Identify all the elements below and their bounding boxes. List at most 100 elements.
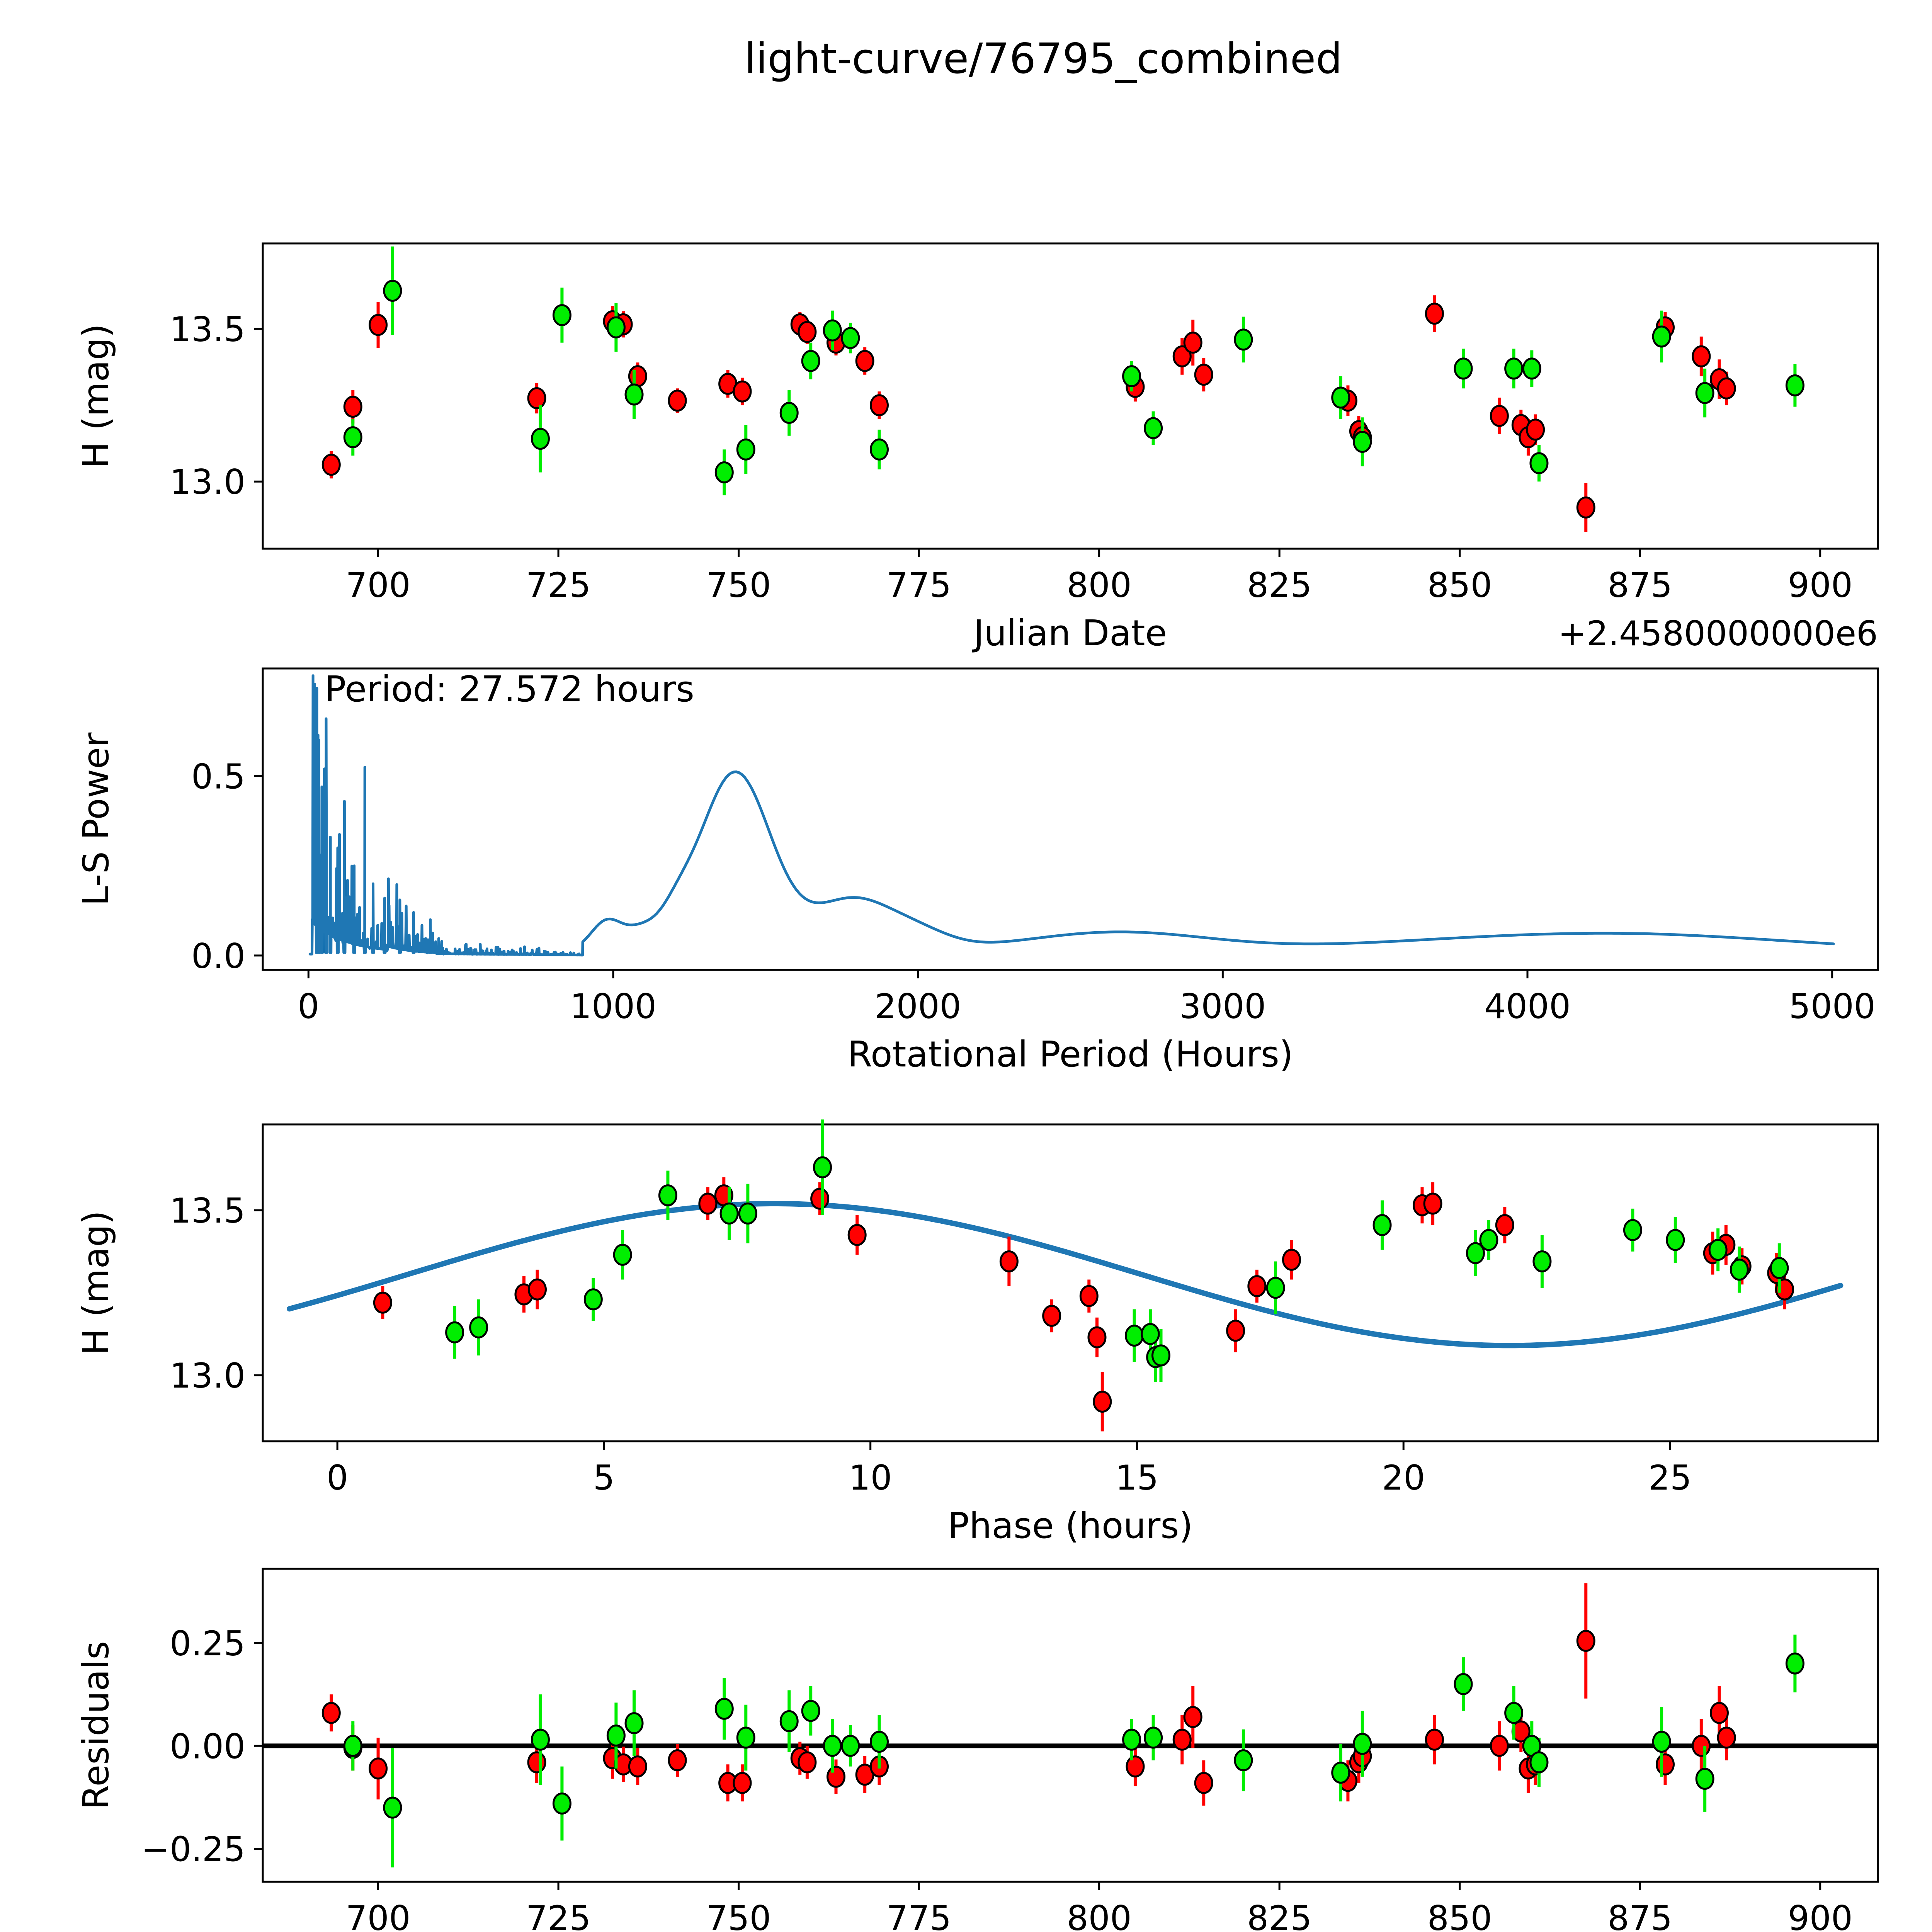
data-point	[1785, 1652, 1804, 1675]
x-tick-label: 775	[886, 1898, 951, 1932]
data-point	[738, 1202, 757, 1225]
x-tick-label: 0	[298, 986, 319, 1026]
data-point	[1529, 1751, 1549, 1774]
data-point	[733, 1772, 752, 1794]
data-point	[552, 1793, 571, 1815]
periodogram-curve	[308, 674, 1835, 957]
data-point	[1730, 1259, 1749, 1281]
data-point	[1144, 1726, 1163, 1749]
data-point	[1652, 1731, 1671, 1753]
data-point	[1141, 1323, 1160, 1345]
data-point	[1122, 1728, 1141, 1751]
axes-frame	[262, 1123, 1879, 1442]
data-point	[383, 1796, 402, 1819]
data-point	[827, 1765, 846, 1788]
data-point	[1172, 345, 1192, 367]
periodogram-plot: 0 1000 2000 3000 4000 5000 Rotational Period (…	[75, 667, 1879, 1075]
data-point	[624, 383, 644, 406]
data-point	[810, 1187, 830, 1210]
data-point	[1504, 1702, 1524, 1724]
data-point	[624, 1712, 644, 1735]
data-point	[658, 1184, 677, 1207]
data-point	[321, 1702, 341, 1724]
data-point	[1425, 303, 1444, 325]
data-point	[698, 1192, 718, 1215]
x-tick-label: 875	[1607, 1898, 1672, 1932]
residuals-series-green	[343, 1634, 1804, 1867]
data-point	[801, 350, 820, 372]
lightcurve-x-axis: 700 725 750 775 800 825 850 875 900 Julian Date +2…	[346, 549, 1878, 654]
data-point	[1282, 1248, 1301, 1271]
y-tick-label: 0.5	[191, 757, 245, 797]
data-point	[1522, 357, 1541, 380]
lightcurve-series-green	[343, 246, 1804, 495]
periodogram-x-axis-label: Rotational Period (Hours)	[847, 1034, 1293, 1075]
lightcurve-plot: 700 725 750 775 800 825 850 875 900 Julian Date +2…	[75, 242, 1879, 654]
y-tick-label: 0.00	[170, 1726, 245, 1766]
data-point	[469, 1316, 488, 1338]
data-point	[841, 327, 860, 349]
data-point	[1529, 452, 1549, 474]
x-tick-label: 900	[1788, 1898, 1853, 1932]
data-point	[1666, 1229, 1685, 1251]
y-tick-label: 13.5	[170, 310, 245, 349]
x-tick-label: 0	[327, 1458, 348, 1498]
lightcurve-y-axis-label: H (mag)	[75, 324, 117, 469]
lightcurve-y-axis: 13.5 13.0 H (mag)	[75, 310, 263, 502]
data-point	[1466, 1242, 1485, 1264]
data-point	[714, 1697, 734, 1720]
data-point	[1093, 1391, 1112, 1413]
data-point	[1372, 1214, 1392, 1236]
data-point	[383, 279, 402, 302]
panel-phase: 0 5 10 15 20 25 Phase (hours) 13.5 13.0 H (mag)	[0, 1094, 1932, 1577]
data-point	[1247, 1275, 1267, 1298]
data-point	[733, 380, 752, 403]
x-tick-label: 825	[1247, 565, 1312, 605]
x-tick-label: 25	[1648, 1458, 1692, 1498]
x-tick-label: 15	[1115, 1458, 1158, 1498]
phase-fit-curve	[287, 1201, 1844, 1349]
x-tick-label: 10	[849, 1458, 892, 1498]
y-tick-label: 13.0	[170, 1356, 245, 1396]
data-point	[869, 438, 889, 461]
x-tick-label: 850	[1427, 565, 1492, 605]
data-point	[1576, 496, 1595, 519]
data-point	[1183, 332, 1202, 354]
data-point	[668, 1749, 687, 1772]
data-point	[1042, 1304, 1061, 1327]
data-point	[1692, 345, 1711, 367]
data-point	[373, 1291, 392, 1314]
lightcurve-x-offset-label: +2.4580000000e6	[1558, 614, 1878, 653]
x-tick-label: 4000	[1484, 986, 1571, 1026]
data-point	[1183, 1706, 1202, 1728]
data-point	[1490, 405, 1509, 427]
y-tick-label: 13.0	[170, 462, 245, 502]
data-point	[869, 1731, 889, 1753]
data-point	[321, 454, 341, 476]
x-tick-label: 750	[706, 565, 771, 605]
data-point	[1479, 1229, 1498, 1251]
phase-folded-plot: 0 5 10 15 20 25 Phase (hours) 13.5 13.0 H (mag)	[75, 1119, 1879, 1546]
data-point	[779, 401, 799, 424]
data-point	[1576, 1630, 1595, 1652]
data-point	[1079, 1285, 1099, 1307]
data-point	[668, 389, 687, 412]
data-point	[1423, 1192, 1442, 1215]
data-point	[1125, 1325, 1144, 1347]
data-point	[1495, 1214, 1514, 1236]
phase-x-axis: 0 5 10 15 20 25 Phase (hours)	[327, 1441, 1692, 1546]
data-point	[531, 1728, 550, 1751]
phase-y-axis-label: H (mag)	[75, 1211, 117, 1355]
y-tick-label: 13.5	[170, 1191, 245, 1231]
figure-title: light-curve/76795_combined	[744, 35, 1342, 83]
data-point	[1652, 325, 1671, 348]
panel-lightcurve: 700 725 750 775 800 825 850 875 900 Julian Date +2…	[0, 209, 1932, 672]
data-point	[1695, 1768, 1714, 1790]
x-tick-label: 750	[706, 1898, 771, 1932]
axes-frame	[262, 1568, 1879, 1883]
data-point	[1454, 1673, 1473, 1695]
axes-frame	[262, 667, 1879, 971]
data-point	[369, 314, 388, 336]
x-tick-label: 825	[1247, 1898, 1312, 1932]
